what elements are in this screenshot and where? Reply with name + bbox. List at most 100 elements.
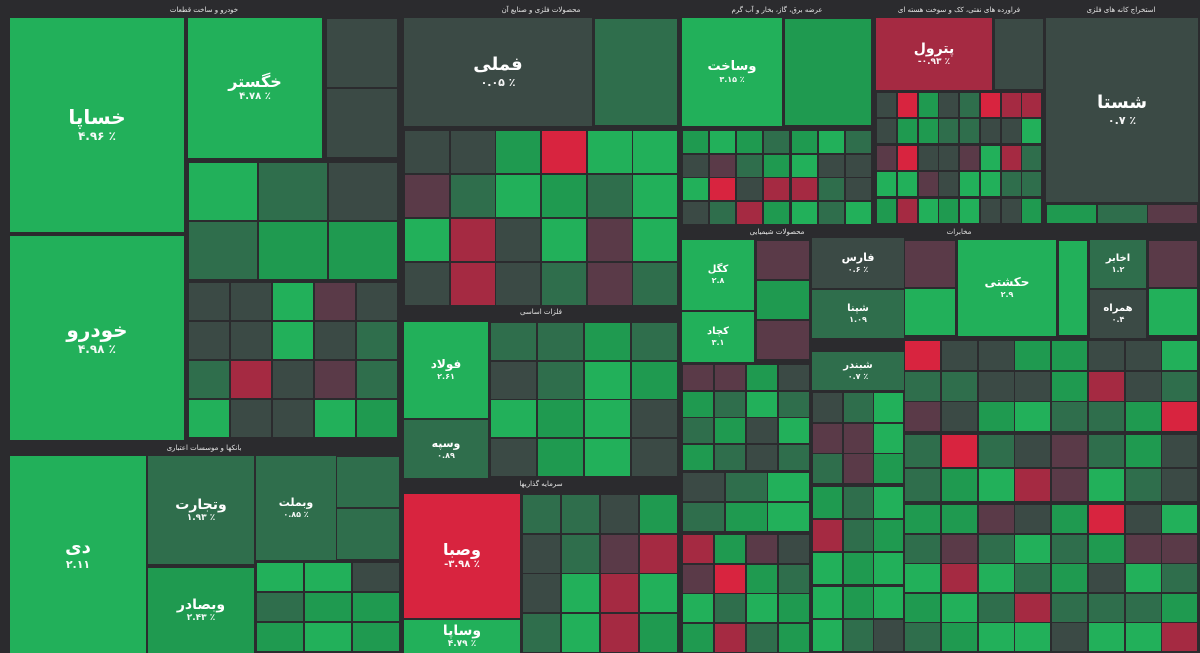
minor-stock-tile[interactable] [1047, 205, 1096, 223]
minor-stock-tile[interactable] [779, 365, 809, 390]
minor-stock-tile[interactable] [710, 202, 735, 224]
minor-stock-tile[interactable] [960, 199, 979, 223]
minor-stock-tile[interactable] [353, 593, 399, 621]
minor-stock-tile[interactable] [757, 321, 809, 359]
minor-stock-tile[interactable] [1162, 372, 1197, 401]
minor-stock-tile[interactable] [846, 155, 871, 177]
minor-stock-tile[interactable] [726, 503, 767, 531]
minor-stock-tile[interactable] [683, 131, 708, 153]
minor-stock-tile[interactable] [327, 89, 397, 157]
minor-stock-tile[interactable] [1126, 435, 1161, 467]
minor-stock-tile[interactable] [981, 146, 1000, 170]
minor-stock-tile[interactable] [538, 362, 583, 399]
minor-stock-tile[interactable] [405, 131, 449, 173]
stock-tile[interactable]: دی ۲.۱۱ [10, 456, 146, 653]
minor-stock-tile[interactable] [189, 222, 257, 279]
minor-stock-tile[interactable] [601, 535, 638, 573]
minor-stock-tile[interactable] [633, 219, 677, 261]
minor-stock-tile[interactable] [779, 392, 809, 417]
minor-stock-tile[interactable] [919, 93, 938, 117]
minor-stock-tile[interactable] [632, 323, 677, 360]
minor-stock-tile[interactable] [764, 131, 789, 153]
minor-stock-tile[interactable] [942, 402, 977, 431]
minor-stock-tile[interactable] [768, 503, 809, 531]
minor-stock-tile[interactable] [640, 614, 677, 652]
minor-stock-tile[interactable] [764, 178, 789, 200]
minor-stock-tile[interactable] [919, 199, 938, 223]
stock-tile[interactable]: وبملت ۰.۸۵ ٪ [256, 456, 336, 560]
minor-stock-tile[interactable] [273, 361, 313, 398]
minor-stock-tile[interactable] [1022, 172, 1041, 196]
minor-stock-tile[interactable] [715, 445, 745, 470]
minor-stock-tile[interactable] [1015, 505, 1050, 533]
minor-stock-tile[interactable] [779, 594, 809, 622]
minor-stock-tile[interactable] [792, 131, 817, 153]
minor-stock-tile[interactable] [874, 424, 903, 453]
minor-stock-tile[interactable] [542, 175, 586, 217]
minor-stock-tile[interactable] [898, 146, 917, 170]
minor-stock-tile[interactable] [1015, 623, 1050, 651]
minor-stock-tile[interactable] [1052, 469, 1087, 501]
minor-stock-tile[interactable] [905, 372, 940, 401]
minor-stock-tile[interactable] [538, 323, 583, 360]
minor-stock-tile[interactable] [747, 624, 777, 652]
minor-stock-tile[interactable] [1089, 623, 1124, 651]
minor-stock-tile[interactable] [353, 623, 399, 651]
minor-stock-tile[interactable] [1052, 505, 1087, 533]
minor-stock-tile[interactable] [1126, 623, 1161, 651]
minor-stock-tile[interactable] [715, 365, 745, 390]
minor-stock-tile[interactable] [1089, 594, 1124, 622]
minor-stock-tile[interactable] [874, 487, 903, 518]
minor-stock-tile[interactable] [981, 93, 1000, 117]
minor-stock-tile[interactable] [960, 93, 979, 117]
minor-stock-tile[interactable] [585, 362, 630, 399]
minor-stock-tile[interactable] [683, 365, 713, 390]
minor-stock-tile[interactable] [726, 473, 767, 501]
minor-stock-tile[interactable] [523, 535, 560, 573]
minor-stock-tile[interactable] [747, 594, 777, 622]
minor-stock-tile[interactable] [257, 593, 303, 621]
minor-stock-tile[interactable] [785, 19, 871, 125]
minor-stock-tile[interactable] [757, 281, 809, 319]
minor-stock-tile[interactable] [329, 222, 397, 279]
minor-stock-tile[interactable] [919, 119, 938, 143]
minor-stock-tile[interactable] [357, 283, 397, 320]
minor-stock-tile[interactable] [981, 119, 1000, 143]
minor-stock-tile[interactable] [1015, 594, 1050, 622]
minor-stock-tile[interactable] [640, 574, 677, 612]
minor-stock-tile[interactable] [819, 131, 844, 153]
minor-stock-tile[interactable] [979, 564, 1014, 592]
minor-stock-tile[interactable] [305, 593, 351, 621]
minor-stock-tile[interactable] [1148, 205, 1197, 223]
minor-stock-tile[interactable] [1126, 594, 1161, 622]
minor-stock-tile[interactable] [779, 418, 809, 443]
minor-stock-tile[interactable] [257, 623, 303, 651]
minor-stock-tile[interactable] [844, 454, 873, 483]
minor-stock-tile[interactable] [747, 565, 777, 593]
minor-stock-tile[interactable] [1015, 469, 1050, 501]
minor-stock-tile[interactable] [585, 439, 630, 476]
minor-stock-tile[interactable] [523, 495, 560, 533]
minor-stock-tile[interactable] [588, 263, 632, 305]
minor-stock-tile[interactable] [683, 445, 713, 470]
minor-stock-tile[interactable] [1162, 435, 1197, 467]
minor-stock-tile[interactable] [1002, 172, 1021, 196]
minor-stock-tile[interactable] [710, 178, 735, 200]
stock-tile[interactable]: وساخت ۳.۱۵ ٪ [682, 18, 782, 126]
minor-stock-tile[interactable] [542, 219, 586, 261]
stock-tile[interactable]: همراه ۰.۴ [1090, 290, 1146, 338]
minor-stock-tile[interactable] [768, 473, 809, 501]
minor-stock-tile[interactable] [813, 424, 842, 453]
minor-stock-tile[interactable] [1162, 564, 1197, 592]
minor-stock-tile[interactable] [1162, 594, 1197, 622]
minor-stock-tile[interactable] [715, 594, 745, 622]
minor-stock-tile[interactable] [979, 435, 1014, 467]
stock-tile[interactable]: شبندر ۰.۷ ٪ [812, 352, 904, 390]
minor-stock-tile[interactable] [1089, 469, 1124, 501]
minor-stock-tile[interactable] [844, 520, 873, 551]
minor-stock-tile[interactable] [315, 322, 355, 359]
minor-stock-tile[interactable] [846, 131, 871, 153]
minor-stock-tile[interactable] [523, 574, 560, 612]
minor-stock-tile[interactable] [1162, 341, 1197, 370]
minor-stock-tile[interactable] [231, 322, 271, 359]
